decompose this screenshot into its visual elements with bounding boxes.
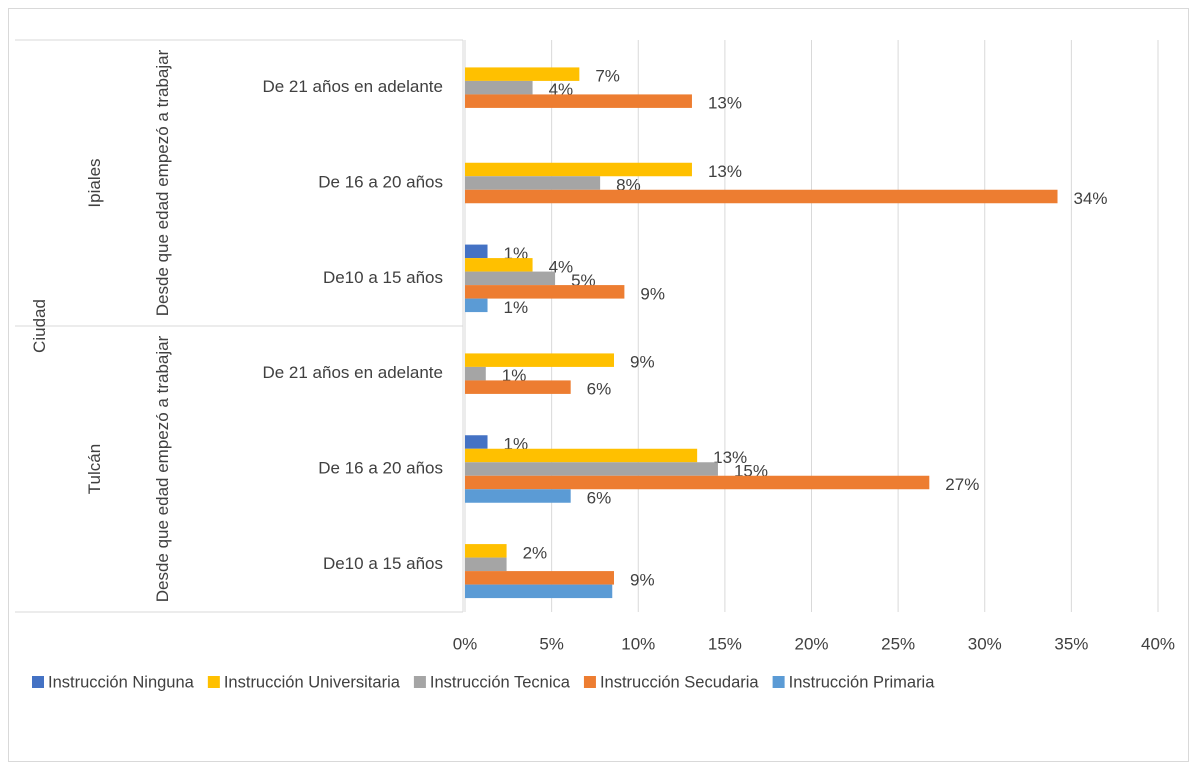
bar [465, 462, 718, 476]
data-label: 6% [587, 380, 612, 399]
bar [465, 271, 556, 286]
data-label: 4% [549, 257, 574, 276]
legend-label: Instrucción Tecnica [430, 673, 571, 691]
bar [465, 162, 692, 177]
bar [465, 176, 601, 190]
bar [465, 544, 507, 558]
bar [465, 435, 488, 449]
x-tick-label: 40% [1141, 634, 1175, 653]
y-tick-label: De 16 a 20 años [318, 172, 443, 191]
x-tick-label: 25% [881, 634, 915, 653]
data-label: 13% [708, 162, 742, 181]
x-tick-label: 5% [539, 634, 564, 653]
legend-swatch [207, 676, 220, 688]
bar [465, 475, 930, 490]
data-label: 9% [640, 284, 665, 303]
bar [465, 94, 692, 108]
x-tick-label: 15% [708, 634, 742, 653]
bar [465, 67, 580, 81]
y-tick-label: De 16 a 20 años [318, 458, 443, 477]
legend-label: Instrucción Primaria [789, 673, 936, 691]
group-label: Ipiales [85, 158, 104, 208]
bar [465, 285, 625, 299]
chart-border [8, 8, 1189, 762]
data-label: 13% [713, 448, 747, 467]
data-label: 6% [587, 488, 612, 507]
bar [465, 244, 488, 259]
data-label: 15% [734, 461, 768, 480]
bar [465, 366, 486, 381]
bar [465, 571, 614, 585]
data-label: 34% [1074, 189, 1108, 208]
data-label: 2% [523, 543, 548, 562]
category-header: Ciudad [30, 299, 49, 353]
legend-label: Instrucción Universitaria [224, 673, 401, 691]
data-label: 27% [945, 475, 979, 494]
bar [465, 448, 698, 463]
bar [465, 298, 488, 313]
legend-swatch [32, 676, 44, 688]
legend-label: Instrucción Secudaria [600, 673, 759, 691]
bar [465, 489, 571, 503]
x-tick-label: 0% [453, 634, 478, 653]
data-label: 9% [630, 570, 655, 589]
bar [465, 258, 533, 272]
data-label: 1% [502, 366, 527, 385]
subgroup-label: Desde que edad empezó a trabajar [153, 335, 172, 603]
data-label: 13% [708, 94, 742, 113]
data-label: 1% [504, 244, 529, 263]
bar [465, 584, 613, 599]
y-tick-label: De 21 años en adelante [262, 363, 443, 382]
x-tick-label: 35% [1054, 634, 1088, 653]
x-tick-label: 10% [621, 634, 655, 653]
bar [465, 189, 1058, 204]
x-tick-label: 20% [794, 634, 828, 653]
bar [465, 557, 507, 572]
data-label: 1% [504, 298, 529, 317]
data-label: 7% [595, 67, 620, 86]
legend-label: Instrucción Ninguna [48, 673, 195, 691]
data-label: 5% [571, 271, 596, 290]
x-tick-label: 30% [968, 634, 1002, 653]
data-label: 8% [616, 175, 641, 194]
data-label: 4% [549, 80, 574, 99]
bar [465, 353, 614, 367]
group-label: Tulcán [85, 443, 104, 495]
legend-swatch [413, 676, 426, 688]
data-label: 9% [630, 353, 655, 372]
y-tick-label: De10 a 15 años [323, 268, 443, 287]
bar [465, 380, 571, 394]
y-tick-label: De10 a 15 años [323, 554, 443, 573]
legend-swatch [772, 676, 785, 688]
subgroup-label: Desde que edad empezó a trabajar [153, 49, 172, 317]
bar [465, 80, 533, 95]
legend-swatch [583, 676, 596, 688]
data-label: 1% [504, 434, 529, 453]
y-tick-label: De 21 años en adelante [262, 77, 443, 96]
